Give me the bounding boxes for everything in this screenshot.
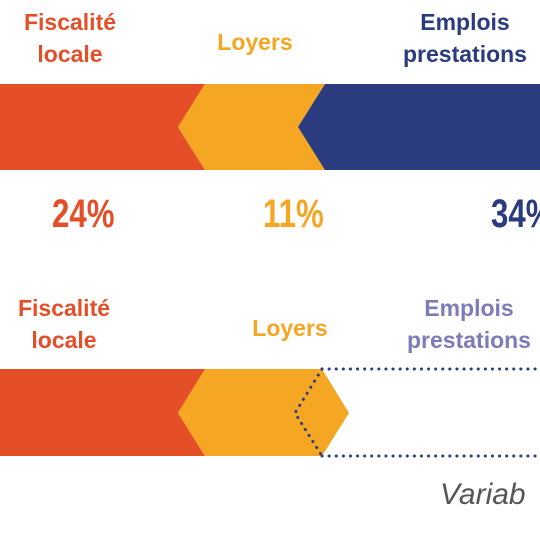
row1-percent-fiscalite: 24%	[52, 192, 115, 236]
row1-label-emplois-line1: Emplois	[420, 9, 510, 35]
row2-label-emplois-line2: prestations	[407, 327, 531, 353]
row1-segment-fiscalite	[0, 84, 205, 170]
row1-label-emplois-line2: prestations	[403, 41, 527, 67]
row1-label-fiscalite-line1: Fiscalité	[23, 9, 117, 35]
row1-label-fiscalite-line2: locale	[37, 41, 103, 67]
row2-label-fiscalite-line2: locale	[31, 327, 97, 353]
row2-dotted-chevron	[293, 367, 324, 458]
row2-label-fiscalite-line1: Fiscalité	[17, 295, 111, 321]
row2-label-emplois: Emplois prestations	[384, 292, 540, 356]
row1-label-loyers: Loyers	[217, 29, 293, 55]
row2-label-emplois-line1: Emplois	[424, 295, 514, 321]
row1-percent-emplois: 34%	[491, 192, 540, 236]
row1-segment-loyers	[178, 84, 325, 170]
row1-label-fiscalite: Fiscalité locale	[8, 6, 132, 70]
row1-label-emplois: Emplois prestations	[380, 6, 540, 70]
row2-segment-loyers	[178, 369, 349, 456]
row1-segment-emplois	[298, 84, 540, 170]
row2-label-fiscalite: Fiscalité locale	[2, 292, 126, 356]
row2-caption-variable: Variab	[440, 478, 526, 511]
row2-label-loyers: Loyers	[252, 315, 328, 341]
row1-percent-loyers: 11%	[263, 192, 324, 236]
row2-segment-fiscalite	[0, 369, 205, 456]
